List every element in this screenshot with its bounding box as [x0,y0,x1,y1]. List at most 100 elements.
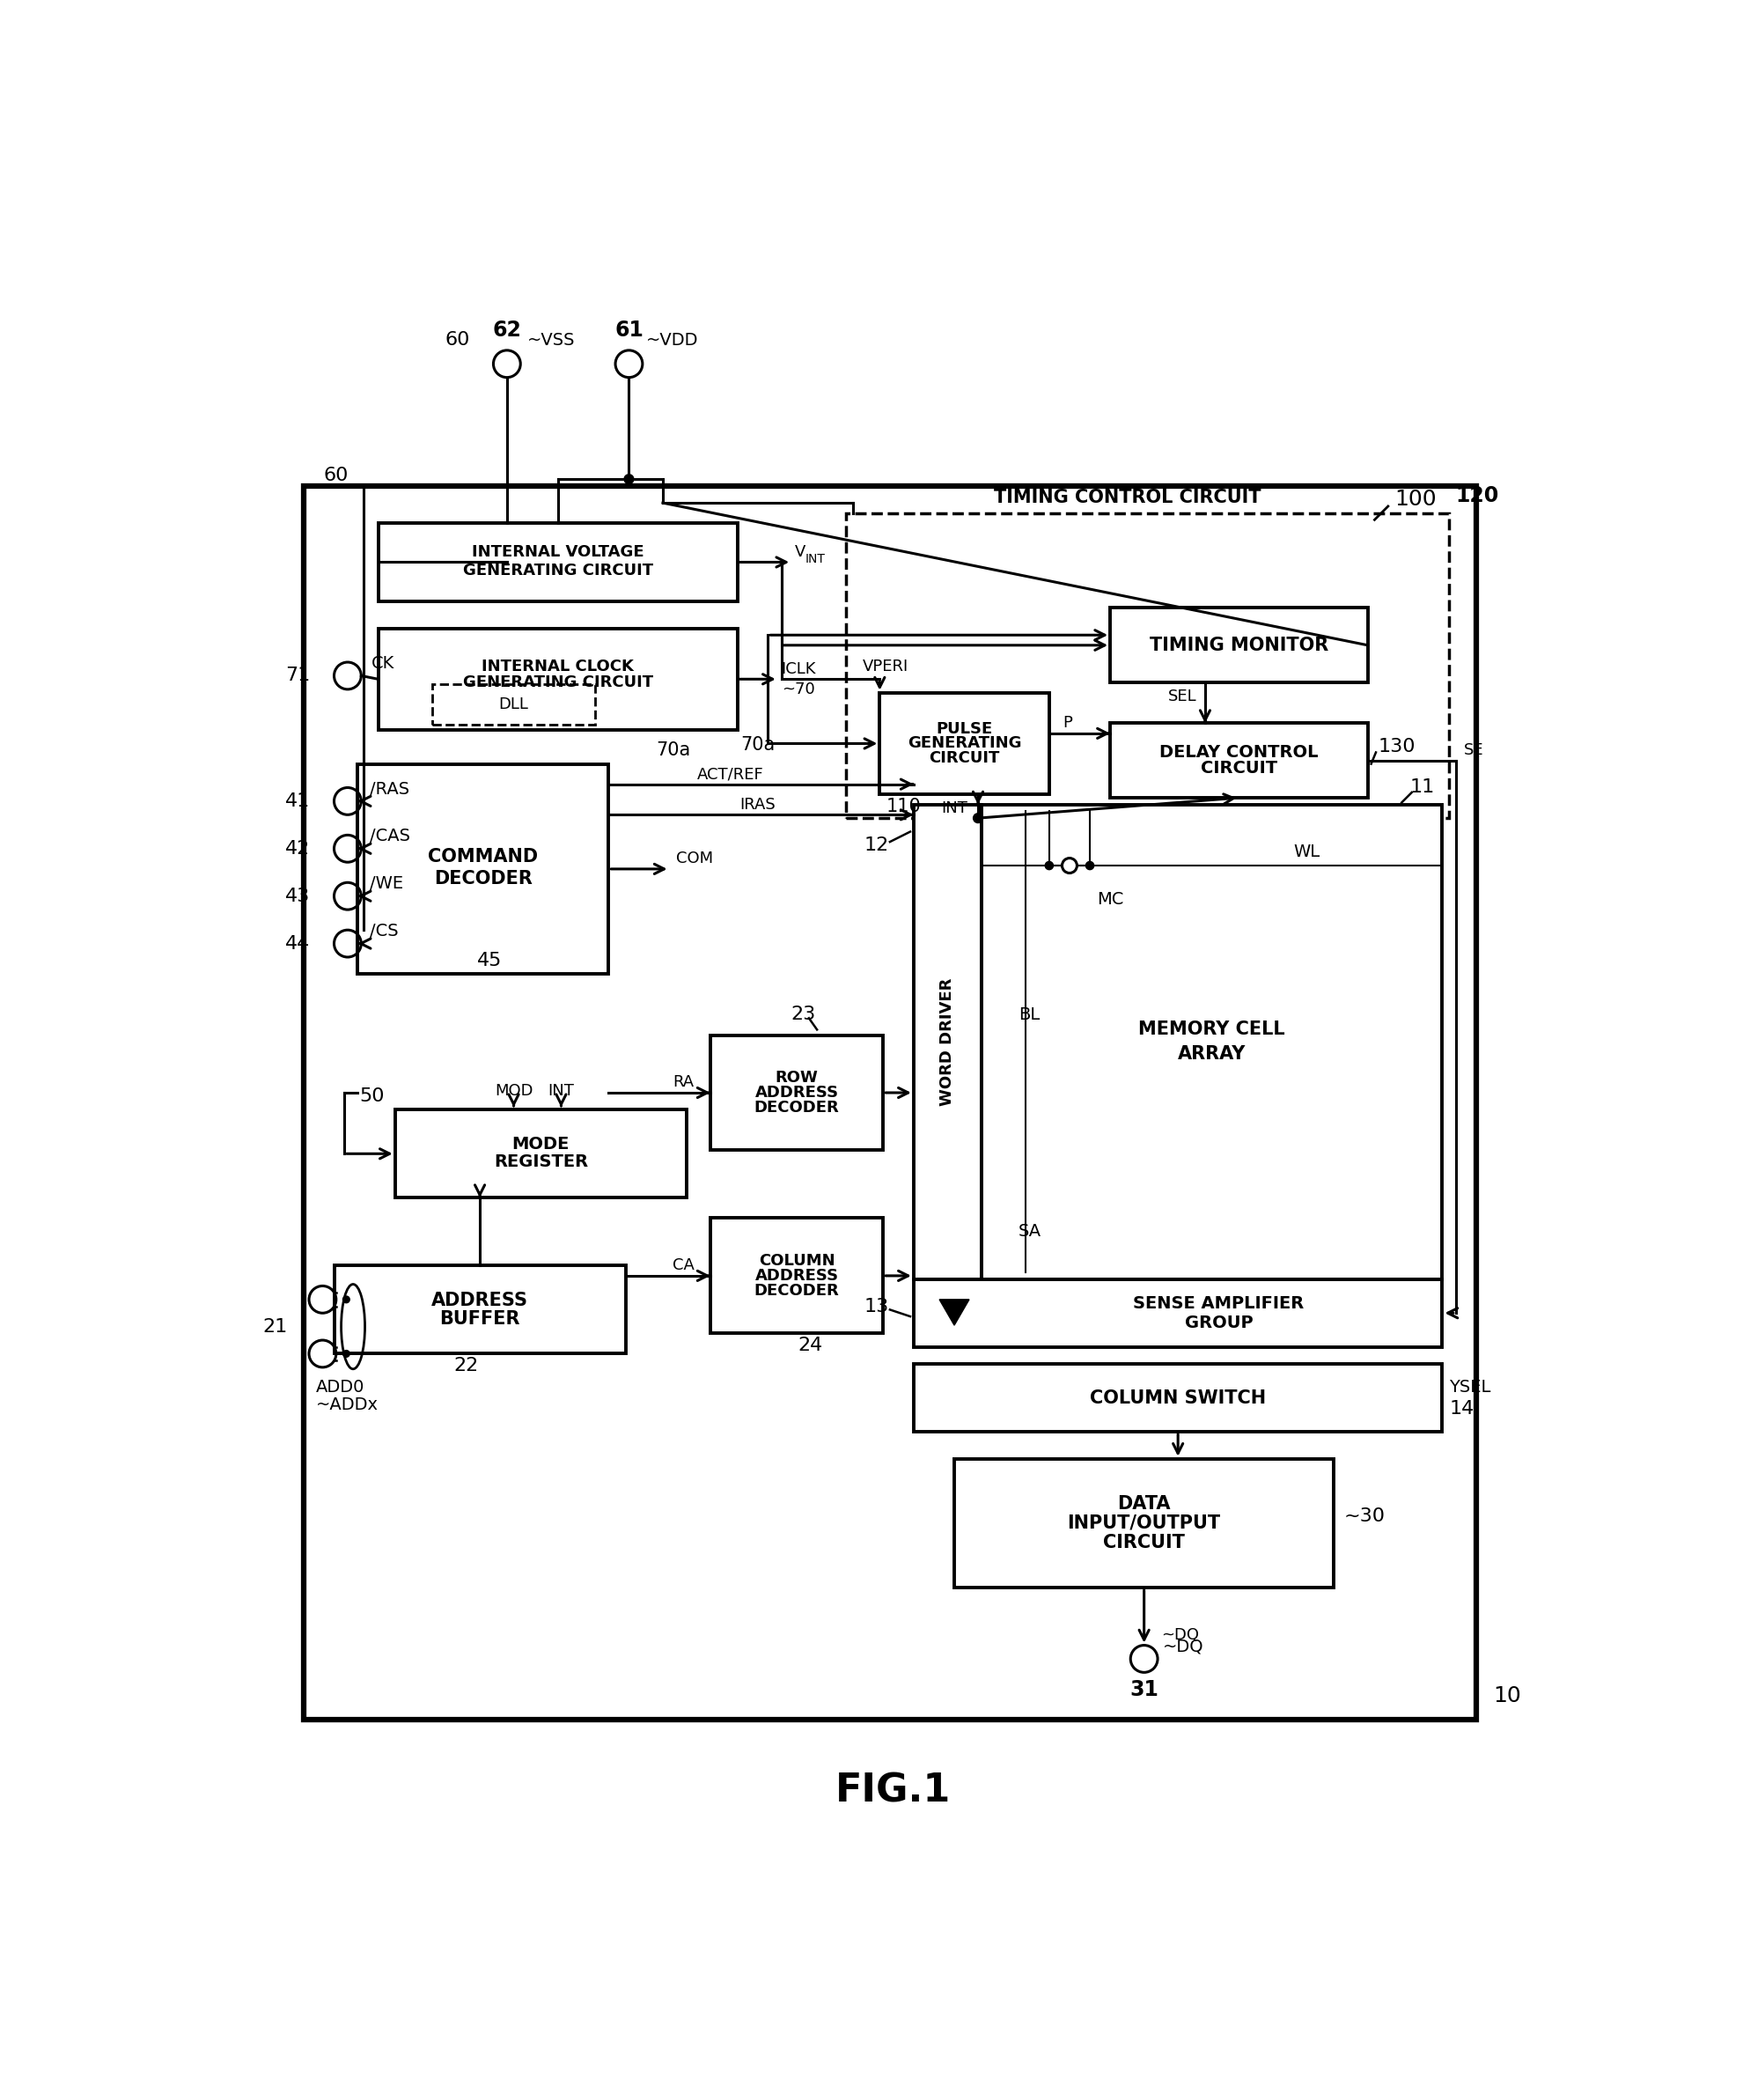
Text: ~ADDx: ~ADDx [315,1397,378,1413]
Text: ADDRESS: ADDRESS [755,1086,838,1100]
Text: 23: 23 [791,1006,816,1023]
Bar [955,1459,1333,1588]
Text: COLUMN SWITCH: COLUMN SWITCH [1089,1388,1265,1407]
Polygon shape [939,1300,969,1325]
Text: DELAY CONTROL: DELAY CONTROL [1159,743,1318,760]
Text: 130: 130 [1379,737,1415,756]
Bar [396,1109,687,1197]
Text: ~70: ~70 [781,680,814,697]
Text: MOD: MOD [495,1084,533,1098]
Circle shape [973,813,983,823]
Text: 21: 21 [263,1319,288,1336]
Bar [1110,607,1368,682]
Text: SA: SA [1018,1224,1042,1241]
Text: 14: 14 [1448,1401,1475,1418]
Text: 41: 41 [286,792,310,811]
Text: SE: SE [1464,743,1483,758]
Bar [913,1279,1441,1346]
Text: SENSE AMPLIFIER: SENSE AMPLIFIER [1133,1296,1304,1312]
Text: ADD0: ADD0 [315,1380,364,1397]
Text: FIG.1: FIG.1 [835,1772,952,1810]
Text: ACT/REF: ACT/REF [697,766,763,781]
Text: CA: CA [673,1258,694,1273]
Text: 45: 45 [478,951,502,970]
Text: 12: 12 [865,836,889,855]
Text: ~30: ~30 [1344,1508,1386,1525]
Text: ARRAY: ARRAY [1178,1046,1246,1063]
Text: GENERATING CIRCUIT: GENERATING CIRCUIT [462,563,654,578]
Text: ~DQ: ~DQ [1161,1628,1199,1642]
Bar [913,804,981,1279]
Text: ADDRESS: ADDRESS [755,1268,838,1283]
Text: WORD DRIVER: WORD DRIVER [939,979,955,1107]
Bar [303,485,1476,1720]
Text: /WE: /WE [370,876,403,892]
Text: REGISTER: REGISTER [493,1153,587,1170]
Circle shape [343,1296,350,1302]
Text: INT: INT [941,800,967,817]
Text: MEMORY CELL: MEMORY CELL [1138,1021,1285,1039]
Bar [981,804,1441,1279]
Text: ADDRESS: ADDRESS [431,1292,528,1308]
Circle shape [1086,861,1095,869]
Bar [357,764,608,974]
Bar [378,628,737,731]
Bar [432,685,594,724]
Text: MC: MC [1096,890,1124,907]
Text: ~VSS: ~VSS [526,332,575,349]
Text: TIMING CONTROL CIRCUIT: TIMING CONTROL CIRCUIT [994,489,1260,506]
Text: 43: 43 [286,888,310,905]
Text: 71: 71 [286,668,310,685]
Text: DLL: DLL [498,697,528,712]
Text: COM: COM [676,851,713,867]
Text: 100: 100 [1394,489,1436,510]
Bar [335,1266,626,1354]
Text: INT: INT [547,1084,573,1098]
Text: CIRCUIT: CIRCUIT [1201,760,1278,777]
Text: P: P [1063,716,1072,731]
Text: PULSE: PULSE [936,720,994,737]
Circle shape [624,475,634,483]
Text: BUFFER: BUFFER [439,1310,519,1327]
Text: 120: 120 [1455,485,1499,506]
Text: 110: 110 [887,798,922,815]
Text: CIRCUIT: CIRCUIT [929,750,1000,766]
Text: INTERNAL VOLTAGE: INTERNAL VOLTAGE [472,544,643,561]
Text: IRAS: IRAS [739,796,776,813]
Text: 70a: 70a [655,741,690,758]
Text: 24: 24 [798,1338,823,1354]
Text: 44: 44 [286,935,310,953]
Text: /RAS: /RAS [370,781,410,798]
Text: ~VDD: ~VDD [647,332,699,349]
Bar [880,693,1049,794]
Circle shape [1046,861,1053,869]
Text: 42: 42 [286,840,310,857]
Text: 60: 60 [444,332,469,349]
Bar [711,1035,884,1151]
Text: 62: 62 [493,319,521,340]
Text: 22: 22 [453,1357,479,1376]
Text: VPERI: VPERI [863,659,908,674]
Text: DATA: DATA [1117,1495,1171,1512]
Text: ~DQ: ~DQ [1163,1638,1204,1655]
Bar [378,523,737,601]
Text: 61: 61 [615,319,643,340]
Text: /CS: /CS [370,924,397,939]
Text: 50: 50 [359,1088,385,1105]
Text: 10: 10 [1494,1684,1522,1707]
Text: V: V [795,544,805,561]
Text: 31: 31 [1129,1678,1159,1699]
Text: COLUMN: COLUMN [758,1254,835,1268]
Text: BL: BL [1018,1006,1041,1023]
Bar [1110,722,1368,798]
Text: 70a: 70a [741,737,776,754]
Text: TIMING MONITOR: TIMING MONITOR [1150,636,1328,653]
Text: CK: CK [371,655,394,672]
Text: ICLK: ICLK [781,662,816,676]
Text: RA: RA [673,1075,694,1090]
Text: DECODER: DECODER [434,869,532,888]
Circle shape [343,1350,350,1357]
Text: DECODER: DECODER [755,1283,840,1298]
Text: ROW: ROW [776,1069,817,1086]
Text: INPUT/OUTPUT: INPUT/OUTPUT [1067,1514,1220,1533]
